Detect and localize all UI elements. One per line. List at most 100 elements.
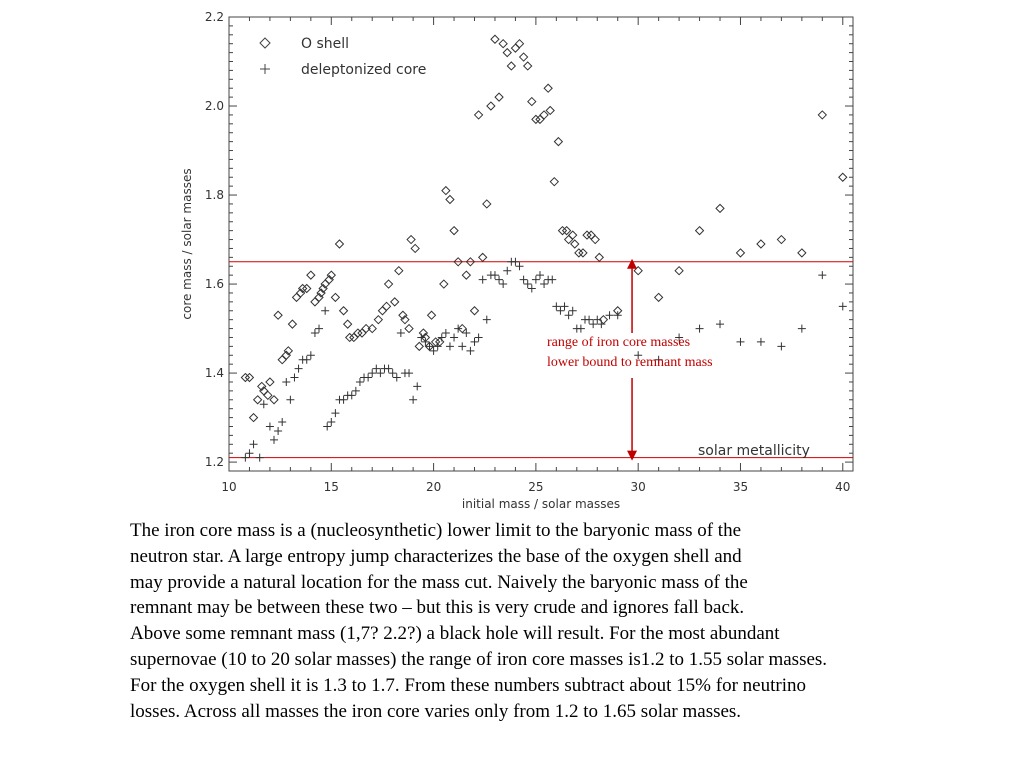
deleptonized-core-point	[527, 284, 536, 293]
deleptonized-core-point	[445, 342, 454, 351]
o-shell-point	[297, 283, 308, 294]
deleptonized-core-point	[634, 351, 643, 360]
o-shell-point	[582, 230, 592, 240]
o-shell-point	[545, 105, 555, 116]
y-tick-label: 2.2	[205, 10, 224, 24]
deleptonized-core-point	[560, 302, 569, 311]
x-axis-label: initial mass / solar masses	[462, 497, 620, 511]
reference-label-solar-metallicity: solar metallicity	[698, 443, 810, 459]
o-shell-point	[334, 239, 345, 249]
deleptonized-core-point	[535, 271, 544, 280]
deleptonized-core-point	[265, 422, 274, 431]
deleptonized-core-point	[503, 266, 512, 275]
legend-label-deleptonized-core: deleptonized core	[301, 62, 426, 78]
o-shell-point	[404, 323, 414, 334]
deleptonized-core-point	[756, 337, 765, 346]
data-points	[240, 34, 848, 462]
o-shell-point	[539, 110, 549, 120]
o-shell-point	[776, 234, 787, 245]
o-shell-point	[263, 390, 273, 401]
deleptonized-core-point	[589, 320, 598, 329]
deleptonized-core-point	[576, 324, 585, 333]
deleptonized-core-point	[282, 377, 291, 386]
o-shell-point	[439, 279, 449, 289]
o-shell-point	[248, 412, 259, 423]
y-tick-label: 1.8	[205, 188, 224, 202]
o-shell-point	[522, 61, 533, 71]
x-tick-label: 20	[426, 480, 441, 494]
deleptonized-core-point	[249, 440, 258, 449]
axis-ticks: 10 15 20 25 30 35 40 1.2 1.4 1.6 1.8 2.0 2.2	[205, 10, 853, 494]
o-shell-point	[390, 297, 400, 307]
deleptonized-core-point	[585, 315, 594, 324]
o-shell-point	[414, 341, 424, 352]
deleptonized-core-point	[482, 315, 491, 324]
deleptonized-core-point	[392, 373, 401, 382]
y-tick-label: 1.4	[205, 366, 224, 380]
o-shell-point	[265, 377, 275, 387]
deleptonized-core-point	[462, 329, 471, 338]
caption-line: For the oxygen shell it is 1.3 to 1.7. F…	[130, 674, 806, 696]
deleptonized-core-point	[499, 280, 508, 289]
o-shell-point	[465, 257, 476, 267]
y-tick-label: 2.0	[205, 99, 224, 113]
o-shell-point	[494, 92, 504, 102]
caption-line: may provide a natural location for the m…	[130, 571, 748, 593]
o-shell-point	[506, 61, 517, 71]
deleptonized-core-point	[552, 302, 561, 311]
deleptonized-core-point	[593, 315, 602, 324]
deleptonized-core-point	[605, 311, 614, 320]
deleptonized-core-point	[695, 324, 704, 333]
o-shell-point	[441, 185, 451, 196]
legend-plus-marker	[260, 64, 270, 74]
deleptonized-core-point	[478, 275, 487, 284]
deleptonized-core-point	[290, 373, 299, 382]
o-shell-point	[561, 225, 572, 236]
deleptonized-core-point	[437, 333, 446, 342]
o-shell-point	[445, 194, 455, 205]
x-tick-label: 30	[631, 480, 646, 494]
o-shell-point	[410, 243, 420, 254]
o-shell-point	[756, 239, 766, 249]
deleptonized-core-point	[548, 275, 557, 284]
o-shell-point	[594, 252, 605, 263]
reference-lines	[229, 261, 853, 459]
o-shell-point	[574, 248, 584, 258]
o-shell-point	[578, 248, 588, 258]
o-shell-point	[531, 114, 541, 125]
o-shell-point	[302, 283, 312, 294]
deleptonized-core-point	[654, 355, 663, 364]
o-shell-point	[257, 381, 267, 392]
o-shell-point	[398, 310, 408, 320]
o-shell-point	[394, 265, 404, 276]
o-shell-point	[797, 248, 807, 258]
annotation-line-range: range of iron core masses	[547, 335, 690, 350]
o-shell-point	[353, 328, 363, 338]
plot-frame	[228, 16, 854, 472]
o-shell-point	[310, 297, 320, 307]
deleptonized-core-point	[797, 324, 806, 333]
deleptonized-core-point	[736, 337, 745, 346]
deleptonized-core-point	[613, 311, 622, 320]
o-shell-point	[477, 252, 488, 263]
deleptonized-core-point	[531, 275, 540, 284]
o-shell-point	[426, 310, 437, 320]
o-shell-point	[568, 230, 578, 240]
o-shell-point	[424, 341, 435, 352]
legend-label-o-shell: O shell	[301, 36, 349, 52]
deleptonized-core-point	[339, 395, 348, 404]
deleptonized-core-point	[515, 262, 524, 271]
o-shell-point	[570, 239, 580, 249]
deleptonized-core-point	[429, 346, 438, 355]
o-shell-point	[461, 270, 472, 280]
deleptonized-core-point	[396, 329, 405, 338]
o-shell-point	[283, 346, 294, 356]
o-shell-point	[326, 270, 337, 280]
deleptonized-core-point	[838, 302, 847, 311]
o-shell-point	[518, 52, 529, 62]
o-shell-point	[563, 234, 574, 245]
o-shell-point	[345, 332, 355, 343]
deleptonized-core-point	[421, 337, 430, 346]
deleptonized-core-point	[355, 377, 364, 386]
caption-text: The iron core mass is a (nucleosynthetic…	[130, 518, 1010, 724]
